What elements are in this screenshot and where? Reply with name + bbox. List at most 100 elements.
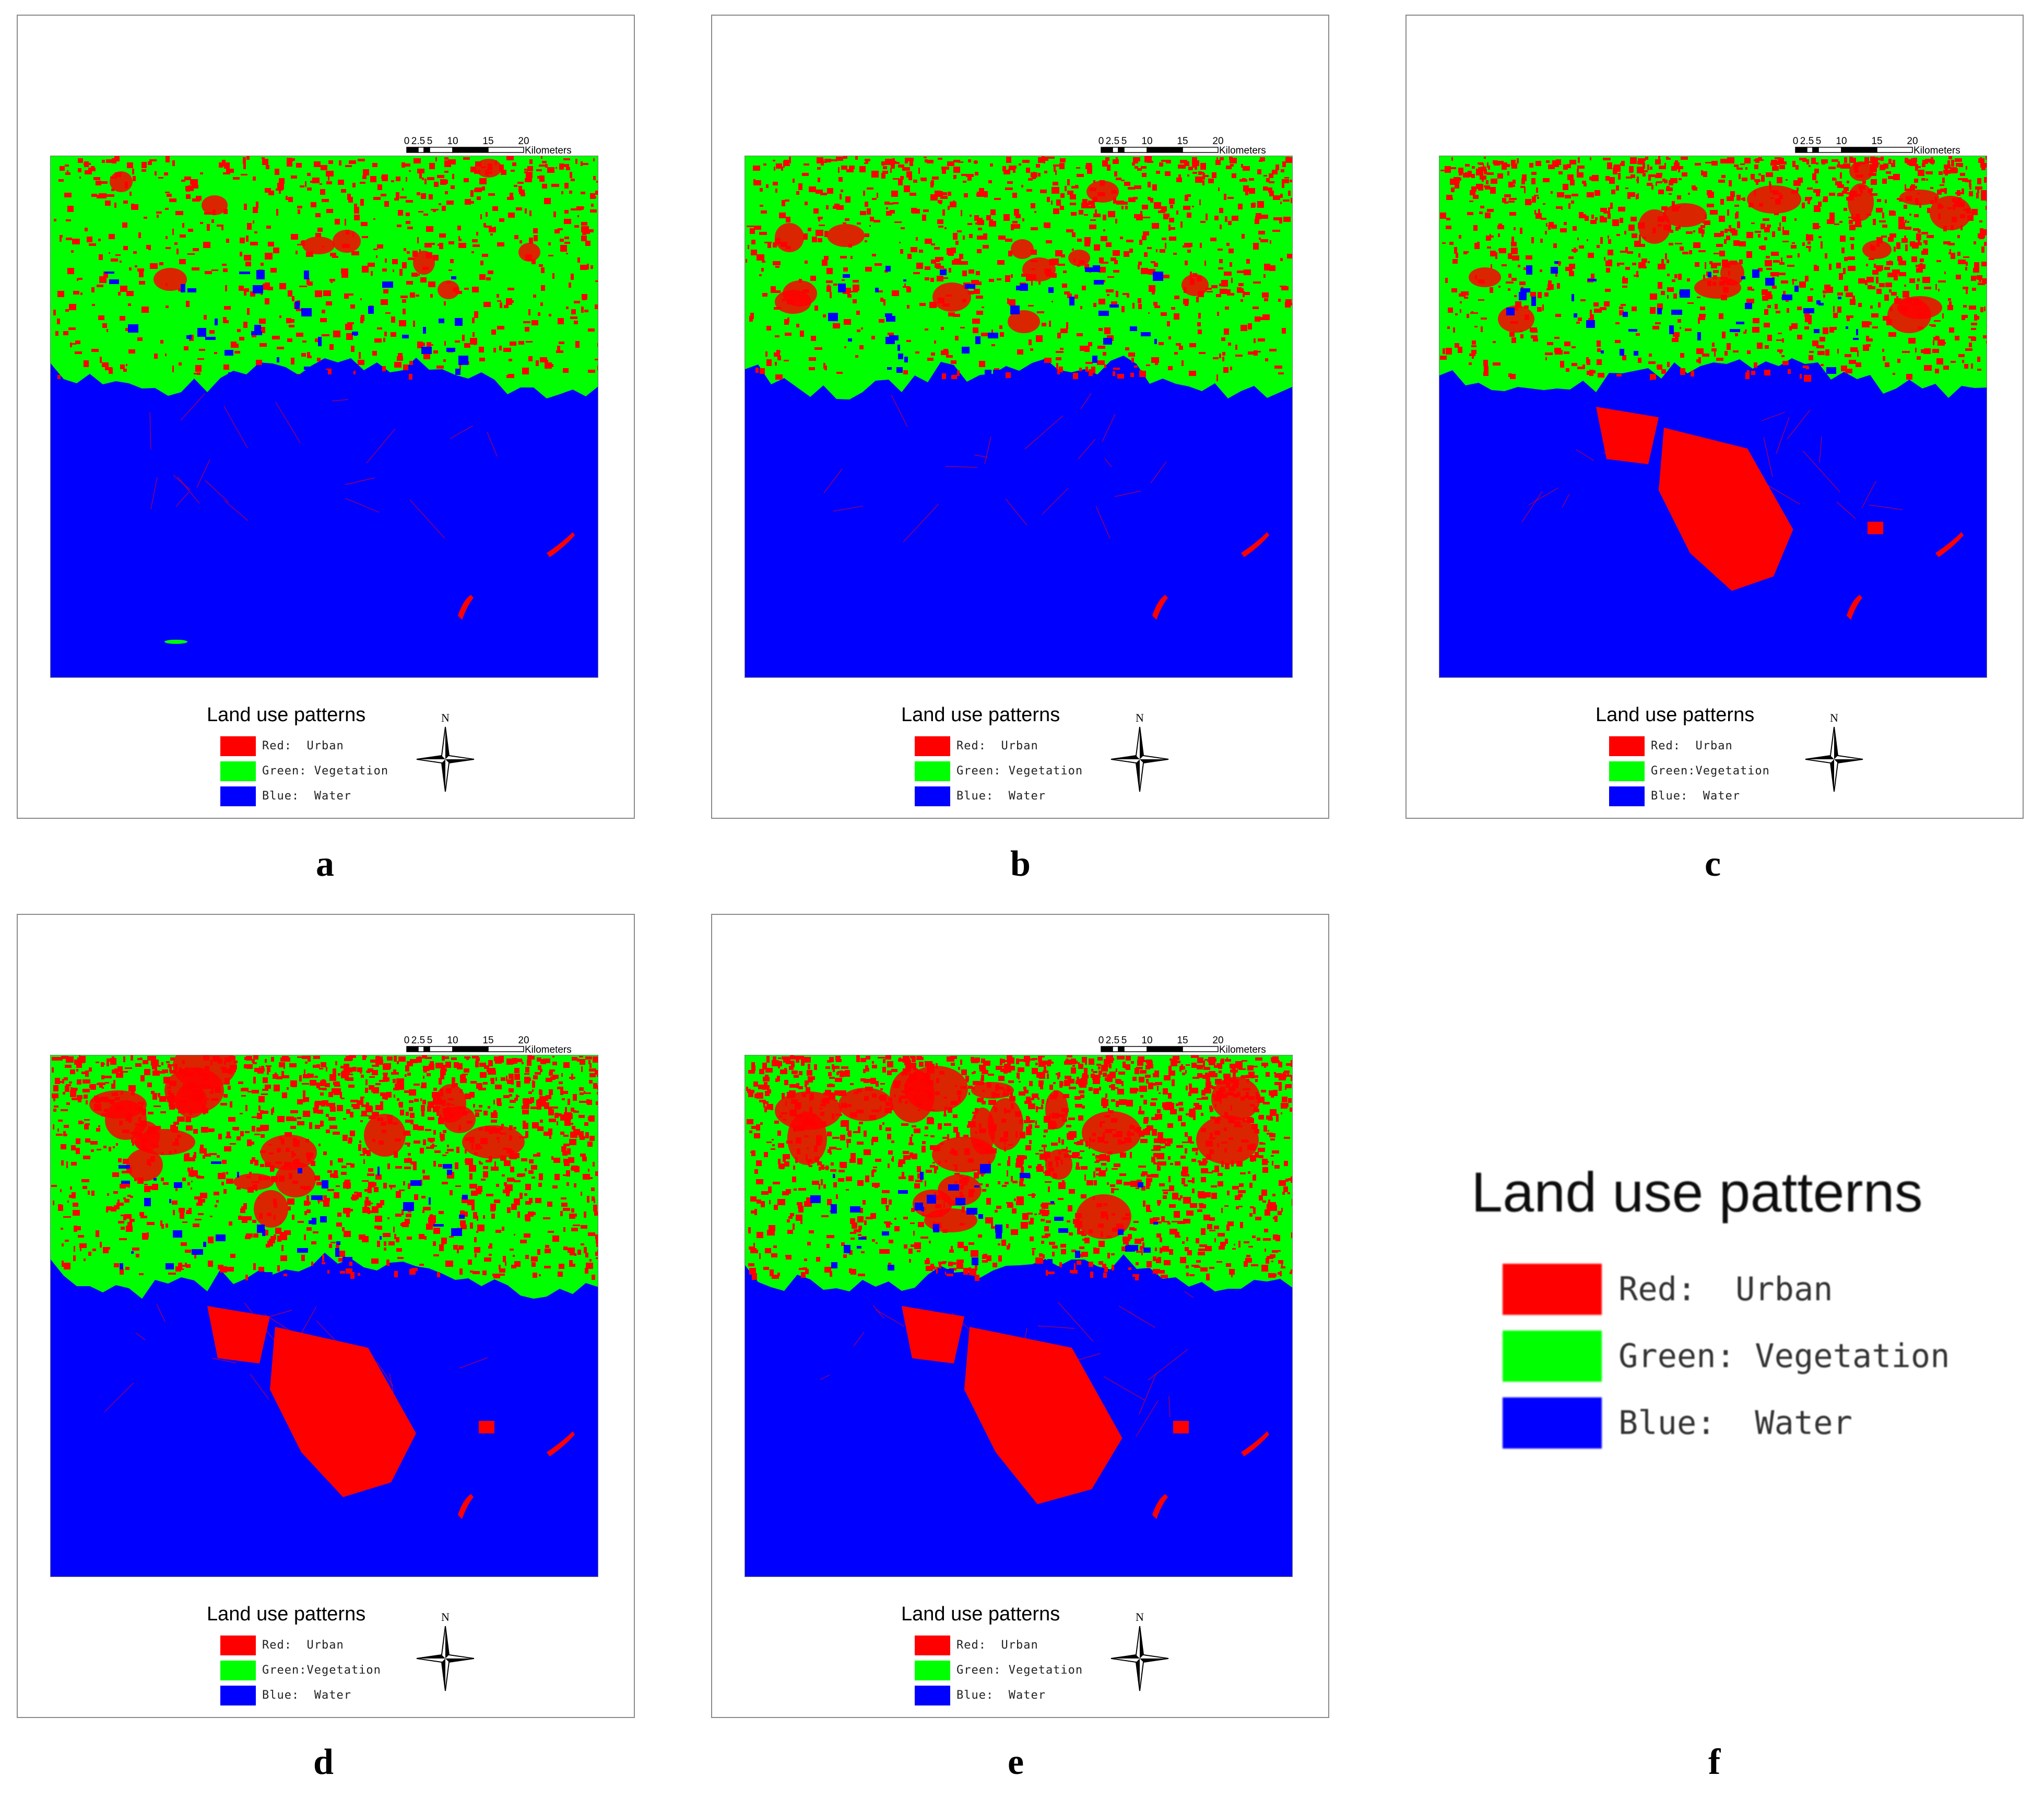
scale-tick-label: 0 bbox=[1098, 136, 1104, 147]
legend-label: Blue: Water bbox=[262, 1689, 351, 1702]
scale-tick-label: 2.5 bbox=[1800, 136, 1814, 147]
urban-swatch bbox=[915, 1636, 950, 1655]
scale-tick-label: 0 bbox=[404, 136, 410, 147]
scale-segment bbox=[488, 1046, 524, 1052]
scale-segment bbox=[1147, 147, 1183, 153]
scale-tick-label: 2.5 bbox=[1106, 1035, 1119, 1046]
scale-segment bbox=[423, 147, 430, 153]
scale-tick-label: 20 bbox=[518, 136, 529, 147]
panel-label-e: e bbox=[1008, 1742, 1024, 1782]
land-use-map bbox=[50, 1055, 598, 1577]
map-panel-a: 0 2.5 5 10 15 20 Kilometers Land use patterns … bbox=[17, 15, 635, 819]
scale-tick-label: 0 bbox=[404, 1035, 410, 1046]
north-arrow-icon: N bbox=[1106, 1610, 1174, 1694]
urban-swatch bbox=[1503, 1264, 1602, 1315]
scale-segment bbox=[406, 147, 419, 153]
legend-label: Red: Urban bbox=[1651, 739, 1733, 752]
legend-label: Blue: Water bbox=[1651, 790, 1740, 803]
scale-tick-label: 5 bbox=[1816, 136, 1822, 147]
vegetation-swatch bbox=[1503, 1331, 1602, 1382]
scale-unit-label: Kilometers bbox=[1219, 145, 1266, 156]
water-swatch bbox=[220, 1686, 256, 1705]
legend-label: Green:Vegetation bbox=[1651, 764, 1770, 778]
water-swatch bbox=[915, 1686, 950, 1705]
scale-segment bbox=[1118, 147, 1125, 153]
land-use-map bbox=[745, 1055, 1293, 1577]
land-use-map bbox=[1439, 156, 1987, 678]
scale-tick-label: 0 bbox=[1098, 1035, 1104, 1046]
legend-label: Red: Urban bbox=[956, 739, 1038, 752]
vegetation-swatch bbox=[1609, 761, 1645, 781]
legend-label: Red: Urban bbox=[262, 1639, 344, 1652]
scale-segment bbox=[1182, 147, 1219, 153]
enlarged-legend: Land use patterns Red: Urban Green: Vege… bbox=[1462, 1159, 1984, 1462]
scale-tick-label: 10 bbox=[1141, 136, 1152, 147]
scale-tick-label: 10 bbox=[1836, 136, 1847, 147]
vegetation-swatch bbox=[915, 1661, 950, 1680]
urban-swatch bbox=[220, 1636, 256, 1655]
scale-tick-label: 15 bbox=[1177, 136, 1188, 147]
scale-segment bbox=[452, 147, 489, 153]
legend-title: Land use patterns bbox=[207, 1603, 366, 1625]
panel-label-d: d bbox=[313, 1742, 334, 1782]
scale-unit-label: Kilometers bbox=[525, 1044, 572, 1055]
scale-segment bbox=[1841, 147, 1877, 153]
legend-label: Blue: Water bbox=[956, 790, 1046, 803]
scale-tick-label: 5 bbox=[1121, 1035, 1127, 1046]
panel-label-f: f bbox=[1708, 1742, 1721, 1782]
scale-tick-label: 5 bbox=[427, 1035, 433, 1046]
panel-label-b: b bbox=[1010, 844, 1031, 884]
scale-segment bbox=[429, 1046, 453, 1052]
scale-segment bbox=[423, 1046, 430, 1052]
scale-segment bbox=[418, 1046, 424, 1052]
north-arrow-icon: N bbox=[1106, 711, 1174, 795]
water-swatch bbox=[220, 786, 256, 806]
scale-bar: 0 2.5 5 10 15 20 Kilometers bbox=[1080, 135, 1310, 166]
scale-tick-label: 0 bbox=[1793, 136, 1799, 147]
scale-bar: 0 2.5 5 10 15 20 Kilometers bbox=[386, 1034, 616, 1065]
legend-label: Blue: Water bbox=[956, 1689, 1046, 1702]
legend-title: Land use patterns bbox=[1596, 704, 1755, 726]
water-swatch bbox=[1503, 1397, 1602, 1449]
north-label: N bbox=[441, 1610, 450, 1623]
legend-label: Red: Urban bbox=[262, 739, 344, 752]
scale-segment bbox=[452, 1046, 489, 1052]
north-arrow-icon: N bbox=[1800, 711, 1868, 795]
legend-label: Green: Vegetation bbox=[956, 764, 1083, 778]
map-panel-e: 0 2.5 5 10 15 20 Kilometers Land use patterns … bbox=[711, 914, 1329, 1718]
scale-segment bbox=[418, 147, 424, 153]
scale-bar: 0 2.5 5 10 15 20 Kilometers bbox=[1775, 135, 2004, 166]
scale-tick-label: 5 bbox=[427, 136, 433, 147]
north-label: N bbox=[1830, 711, 1838, 724]
scale-tick-label: 20 bbox=[1212, 1035, 1223, 1046]
north-arrow-icon: N bbox=[411, 1610, 479, 1694]
legend-label: Green: Vegetation bbox=[956, 1664, 1083, 1677]
legend-label: Red: Urban bbox=[956, 1639, 1038, 1652]
scale-segment bbox=[1124, 1046, 1148, 1052]
north-arrow-icon: N bbox=[411, 711, 479, 795]
urban-swatch bbox=[220, 736, 256, 756]
legend-title: Land use patterns bbox=[901, 1603, 1060, 1625]
legend-label: Green: Vegetation bbox=[1618, 1337, 1950, 1375]
legend-title: Land use patterns bbox=[901, 704, 1060, 726]
scale-tick-label: 10 bbox=[1141, 1035, 1152, 1046]
map-panel-d: 0 2.5 5 10 15 20 Kilometers Land use patterns … bbox=[17, 914, 635, 1718]
north-label: N bbox=[441, 711, 450, 724]
land-use-map bbox=[745, 156, 1293, 678]
scale-tick-label: 5 bbox=[1121, 136, 1127, 147]
vegetation-swatch bbox=[220, 1661, 256, 1680]
scale-tick-label: 20 bbox=[1907, 136, 1918, 147]
scale-bar: 0 2.5 5 10 15 20 Kilometers bbox=[1080, 1034, 1310, 1065]
scale-segment bbox=[1806, 147, 1813, 153]
legend-label: Green:Vegetation bbox=[262, 1664, 381, 1677]
scale-tick-label: 15 bbox=[482, 1035, 493, 1046]
scale-unit-label: Kilometers bbox=[1219, 1044, 1266, 1055]
scale-segment bbox=[429, 147, 453, 153]
scale-segment bbox=[1876, 147, 1913, 153]
panel-label-a: a bbox=[316, 844, 334, 884]
water-swatch bbox=[915, 786, 950, 806]
scale-segment bbox=[1818, 147, 1842, 153]
legend-title: Land use patterns bbox=[1471, 1160, 1923, 1223]
scale-tick-label: 10 bbox=[447, 1035, 458, 1046]
scale-segment bbox=[1812, 147, 1819, 153]
